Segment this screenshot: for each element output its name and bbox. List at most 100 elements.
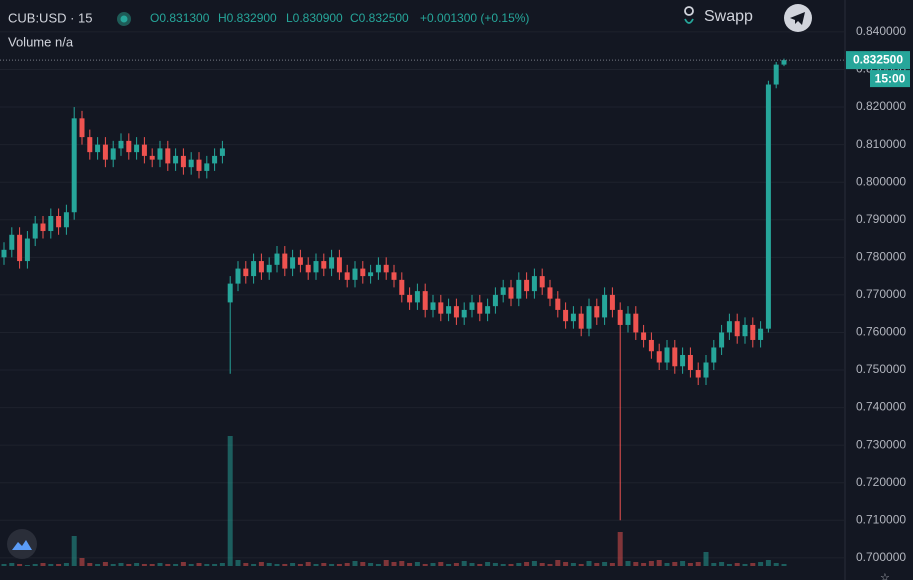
candle-body [641,332,647,340]
volume-bar [134,563,140,566]
volume-bar [274,564,280,566]
candle-body [305,264,311,273]
volume-layer [1,436,787,566]
change: +0.001300 (+0.15%) [420,11,529,25]
candle-body [492,294,498,307]
volume-bar [516,563,522,566]
volume-bar [765,560,771,566]
volume-bar [524,562,530,566]
y-tick-label: 0.730000 [856,437,906,451]
candle-body [524,279,530,292]
volume-bar [71,536,77,566]
candle-body [680,354,686,367]
candle-body [578,313,584,329]
volume-bar [95,564,101,566]
candle-body [87,137,93,153]
volume-bar [180,562,186,566]
volume-bar [290,563,296,566]
volume-bar [24,565,30,566]
y-tick-label: 0.820000 [856,99,906,113]
candle-body [570,313,576,322]
candle-body [555,298,561,310]
volume-bar [165,564,171,566]
volume-bar [563,562,569,566]
volume-bar [633,562,639,566]
candle-body [102,144,108,160]
candle-body [773,64,779,85]
candle-body [672,347,678,367]
candle-body [196,159,202,171]
y-tick-label: 0.700000 [856,550,906,564]
volume-bar [219,563,225,566]
volume-bar [368,563,374,566]
candle-body [336,257,342,273]
candle-body [188,159,194,168]
volume-bar [477,564,483,566]
candle-body [17,234,23,262]
ohlc-high: H0.832900 [218,11,277,25]
volume-bar [32,564,38,566]
brand-logo [684,6,694,24]
volume-bar [329,564,335,566]
volume-bar [664,563,670,566]
candle-body [134,144,140,153]
volume-bar [453,563,459,566]
volume-bar [102,562,108,566]
candle-body [594,306,600,318]
candle-body [352,268,358,280]
candle-body [227,283,233,303]
volume-bar [703,552,709,566]
candle-body [274,253,280,265]
candle-body [742,324,748,337]
candle-body [266,264,272,273]
candle-body [9,234,15,250]
candle-body [438,302,444,314]
candle-body [235,268,241,284]
candle-body [212,155,218,164]
volume-bar [297,564,303,566]
volume-bar [9,563,15,566]
candle-body [446,306,452,314]
candle-body [329,257,335,269]
volume-bar [141,564,147,566]
volume-bar [438,562,444,566]
volume-bar [336,564,342,566]
volume-bar [235,560,241,566]
candle-body [383,264,389,273]
y-tick-label: 0.780000 [856,249,906,263]
volume-bar [212,564,218,566]
volume-bar [313,564,319,566]
volume-label: Volume n/a [8,34,74,49]
volume-bar [461,561,467,566]
candle-layer [1,58,787,521]
candle-body [258,261,264,273]
telegram-button[interactable] [784,4,812,32]
candle-body [173,155,179,164]
candle-body [204,163,210,171]
settings-icon[interactable]: ☆ [880,572,890,580]
volume-bar [781,564,787,566]
candle-body [344,272,350,280]
volume-bar [360,562,366,566]
volume-bar [321,563,327,566]
candle-body [165,148,171,164]
volume-bar [243,563,249,566]
volume-bar [110,564,116,566]
y-tick-label: 0.760000 [856,325,906,339]
candle-body [734,321,740,337]
logo-badge[interactable] [7,529,37,559]
volume-bar [547,564,553,566]
volume-bar [672,562,678,566]
candle-body [508,287,514,299]
volume-bar [204,564,210,566]
volume-bar [282,564,288,566]
volume-bar [594,563,600,566]
candle-body [617,309,623,325]
y-tick-label: 0.750000 [856,362,906,376]
volume-bar [758,562,764,566]
symbol-title: CUB:USD · 15 [8,10,93,25]
candle-body [251,261,257,277]
y-tick-label: 0.810000 [856,137,906,151]
volume-bar [500,564,506,566]
